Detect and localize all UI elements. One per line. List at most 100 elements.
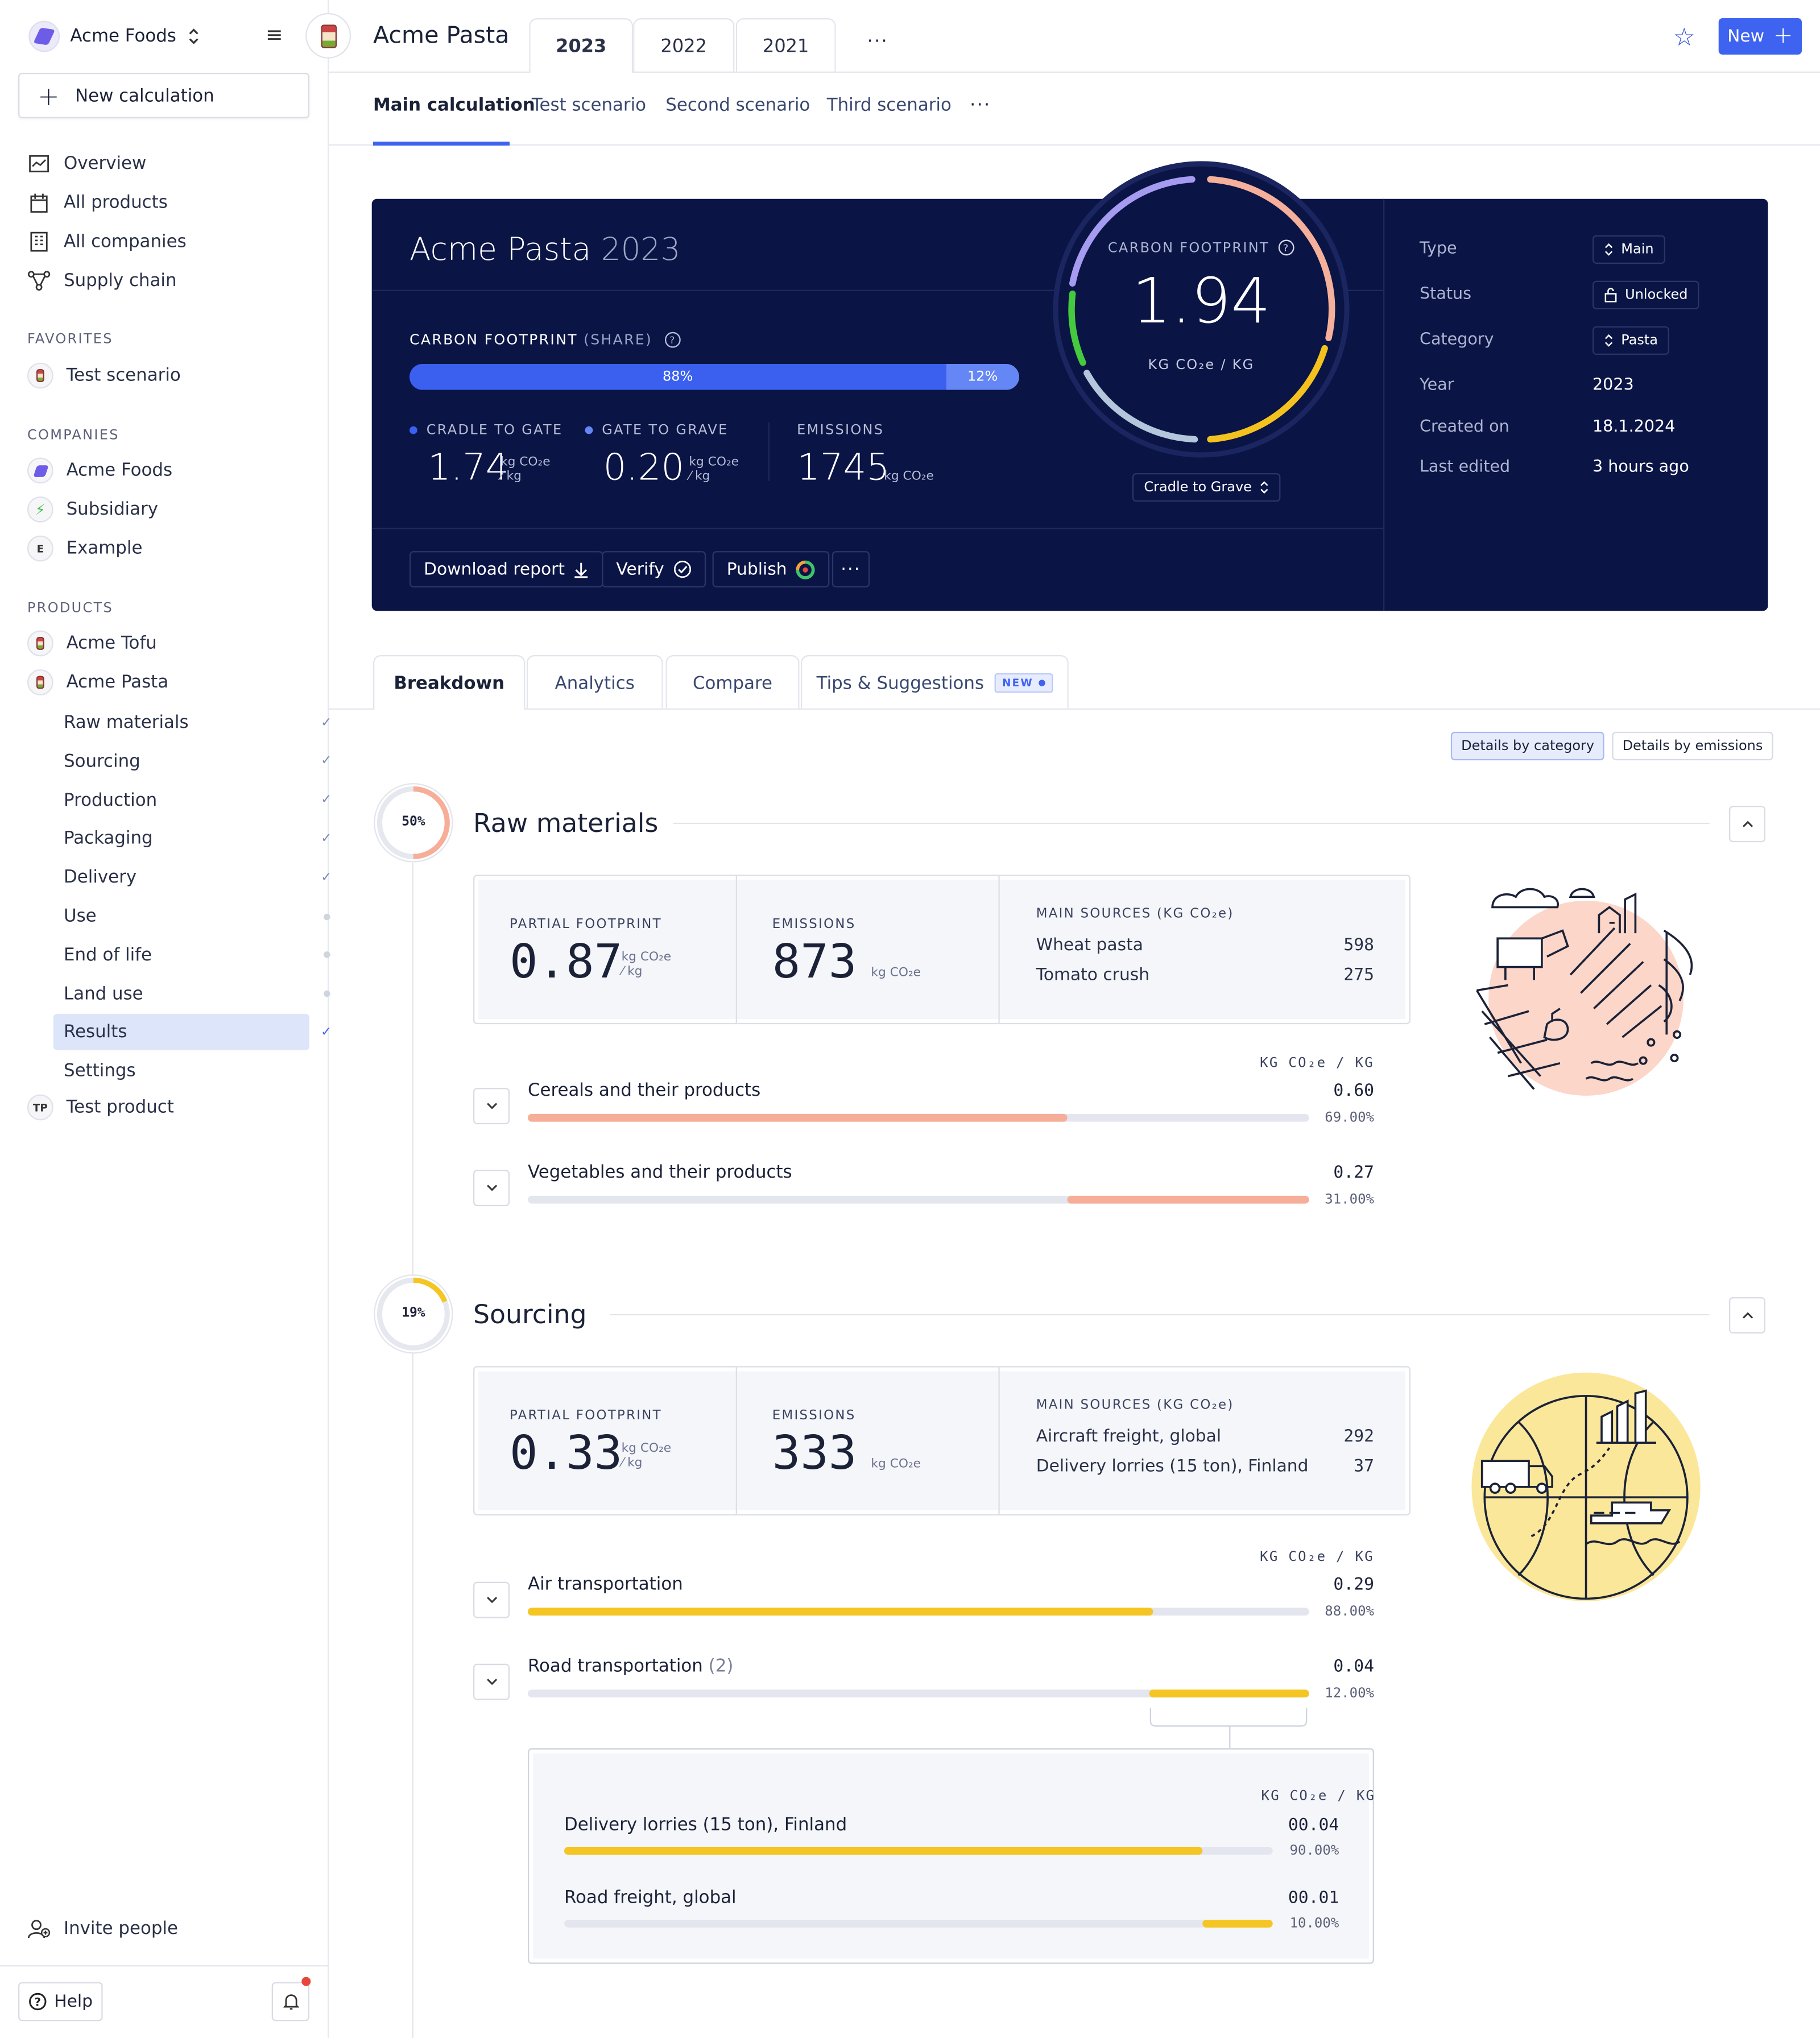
- more-scenarios-button[interactable]: ···: [970, 94, 991, 116]
- collapse-section-button[interactable]: [1729, 806, 1766, 843]
- tab-test-scenario[interactable]: Test scenario: [531, 94, 647, 116]
- metric-value-emissions: 1745: [797, 446, 890, 489]
- company-subsidiary[interactable]: ⚡ Subsidiary: [27, 494, 309, 525]
- product-step-label: Delivery: [64, 867, 137, 888]
- help-circle-icon[interactable]: ?: [665, 332, 682, 349]
- tab-third-scenario[interactable]: Third scenario: [826, 94, 952, 116]
- tab-year-2023[interactable]: 2023: [529, 18, 634, 73]
- divider: [329, 144, 1820, 146]
- more-years-button[interactable]: ···: [867, 31, 888, 52]
- company-example[interactable]: E Example: [27, 533, 309, 564]
- help-label: Help: [54, 1991, 93, 2012]
- nav-all-companies[interactable]: All companies: [27, 226, 309, 258]
- divider: [1383, 198, 1385, 611]
- org-name: Acme Foods: [70, 26, 176, 47]
- section-share-ring: [374, 783, 453, 863]
- product-test-product[interactable]: TP Test product: [27, 1092, 309, 1123]
- cf-share-label: CARBON FOOTPRINT (SHARE) ?: [410, 332, 682, 349]
- company-acme-foods[interactable]: Acme Foods: [27, 455, 309, 486]
- product-step-land-use[interactable]: Land use: [53, 976, 309, 1012]
- product-acme-tofu[interactable]: Acme Tofu: [27, 628, 309, 659]
- product-step-label: Production: [64, 789, 158, 811]
- verify-button[interactable]: Verify: [602, 551, 706, 588]
- sub-row-pct: 90.00%: [1289, 1843, 1339, 1859]
- plus-icon: +: [1773, 22, 1793, 49]
- notifications-button[interactable]: [271, 1982, 309, 2022]
- tab-tips-suggestions[interactable]: Tips & Suggestions NEW: [801, 655, 1069, 710]
- supply-chain-icon: [27, 269, 51, 292]
- invite-people-link[interactable]: Invite people: [27, 1913, 309, 1945]
- details-by-category-button[interactable]: Details by category: [1450, 731, 1605, 761]
- category-row-bar: [528, 1195, 1309, 1204]
- status-toggle[interactable]: Unlocked: [1592, 280, 1700, 309]
- nav-all-products[interactable]: All products: [27, 187, 309, 218]
- details-by-emissions-button[interactable]: Details by emissions: [1612, 731, 1773, 761]
- gauge-unit: KG CO₂e / KG: [1148, 357, 1255, 373]
- company-label: Example: [66, 538, 143, 559]
- step-pending-dot: [320, 987, 333, 1000]
- nav-supply-chain[interactable]: Supply chain: [27, 265, 309, 296]
- category-row-bar: [528, 1608, 1309, 1616]
- help-button[interactable]: ? Help: [18, 1982, 103, 2022]
- product-step-use[interactable]: Use: [53, 898, 309, 934]
- chevron-updown-icon: [188, 28, 198, 44]
- product-step-production[interactable]: Production: [53, 782, 309, 818]
- product-step-end-of-life[interactable]: End of life: [53, 937, 309, 974]
- expand-row-button[interactable]: [473, 1663, 510, 1700]
- legend-dot: [585, 426, 593, 434]
- section-share-ring: [374, 1274, 453, 1354]
- type-select[interactable]: Main: [1592, 235, 1666, 264]
- download-report-button[interactable]: Download report: [410, 551, 604, 588]
- tab-year-2022[interactable]: 2022: [633, 18, 735, 73]
- product-step-results[interactable]: Results: [53, 1014, 309, 1051]
- expand-row-button[interactable]: [473, 1088, 510, 1125]
- menu-icon[interactable]: [267, 24, 293, 48]
- sub-row-bar: [564, 1847, 1273, 1855]
- help-circle-icon[interactable]: ?: [1277, 239, 1294, 256]
- product-step-label: Results: [64, 1022, 127, 1043]
- tab-year-2021[interactable]: 2021: [735, 18, 836, 73]
- new-calculation-button[interactable]: + New calculation: [18, 73, 309, 119]
- gauge-label-text: CARBON FOOTPRINT: [1107, 240, 1269, 256]
- sidebar: Acme Foods + New calculation Overview Al…: [0, 0, 332, 2038]
- product-step-sourcing[interactable]: Sourcing: [53, 743, 309, 780]
- category-select[interactable]: Pasta: [1592, 326, 1670, 355]
- nav-overview[interactable]: Overview: [27, 148, 309, 180]
- tab-breakdown[interactable]: Breakdown: [373, 655, 526, 710]
- publish-label: Publish: [726, 560, 787, 579]
- product-step-label: Raw materials: [64, 712, 189, 734]
- product-step-settings[interactable]: Settings: [53, 1053, 309, 1090]
- sub-row-bar-fill: [564, 1847, 1202, 1855]
- info-year-value: 2023: [1592, 374, 1634, 394]
- expand-row-button[interactable]: [473, 1170, 510, 1207]
- download-icon: [575, 562, 589, 578]
- expand-connector: [1149, 1708, 1308, 1749]
- publish-button[interactable]: Publish: [712, 551, 830, 588]
- product-step-delivery[interactable]: Delivery: [53, 859, 309, 896]
- product-step-raw-materials[interactable]: Raw materials: [53, 705, 309, 741]
- new-button[interactable]: New +: [1718, 18, 1802, 55]
- info-type-label: Type: [1420, 238, 1457, 258]
- info-created-value: 18.1.2024: [1592, 416, 1676, 436]
- tab-second-scenario[interactable]: Second scenario: [665, 94, 810, 116]
- divider: [0, 1965, 329, 1967]
- tab-main-calculation[interactable]: Main calculation: [373, 94, 535, 116]
- favorite-star-icon[interactable]: ☆: [1673, 23, 1695, 52]
- org-switcher[interactable]: Acme Foods: [28, 18, 200, 55]
- favorite-test-scenario[interactable]: Test scenario: [27, 360, 309, 391]
- step-check-icon: ✓: [321, 793, 332, 807]
- emissions-unit: kg CO₂e: [871, 1457, 921, 1472]
- tab-compare[interactable]: Compare: [665, 655, 800, 710]
- product-step-packaging[interactable]: Packaging: [53, 821, 309, 857]
- scope-select[interactable]: Cradle to Grave: [1132, 473, 1281, 502]
- source-name: Delivery lorries (15 ton), Finland: [1036, 1457, 1309, 1477]
- divider: [610, 1314, 1710, 1316]
- category-row-value: 0.60: [1333, 1081, 1374, 1101]
- more-actions-button[interactable]: ···: [832, 551, 870, 588]
- expand-row-button[interactable]: [473, 1581, 510, 1618]
- product-acme-pasta[interactable]: Acme Pasta: [27, 667, 309, 698]
- collapse-section-button[interactable]: [1729, 1297, 1766, 1334]
- metric-unit-line: ⁄ kg: [689, 469, 710, 484]
- emissions-label: EMISSIONS: [772, 917, 856, 932]
- tab-analytics[interactable]: Analytics: [526, 655, 663, 710]
